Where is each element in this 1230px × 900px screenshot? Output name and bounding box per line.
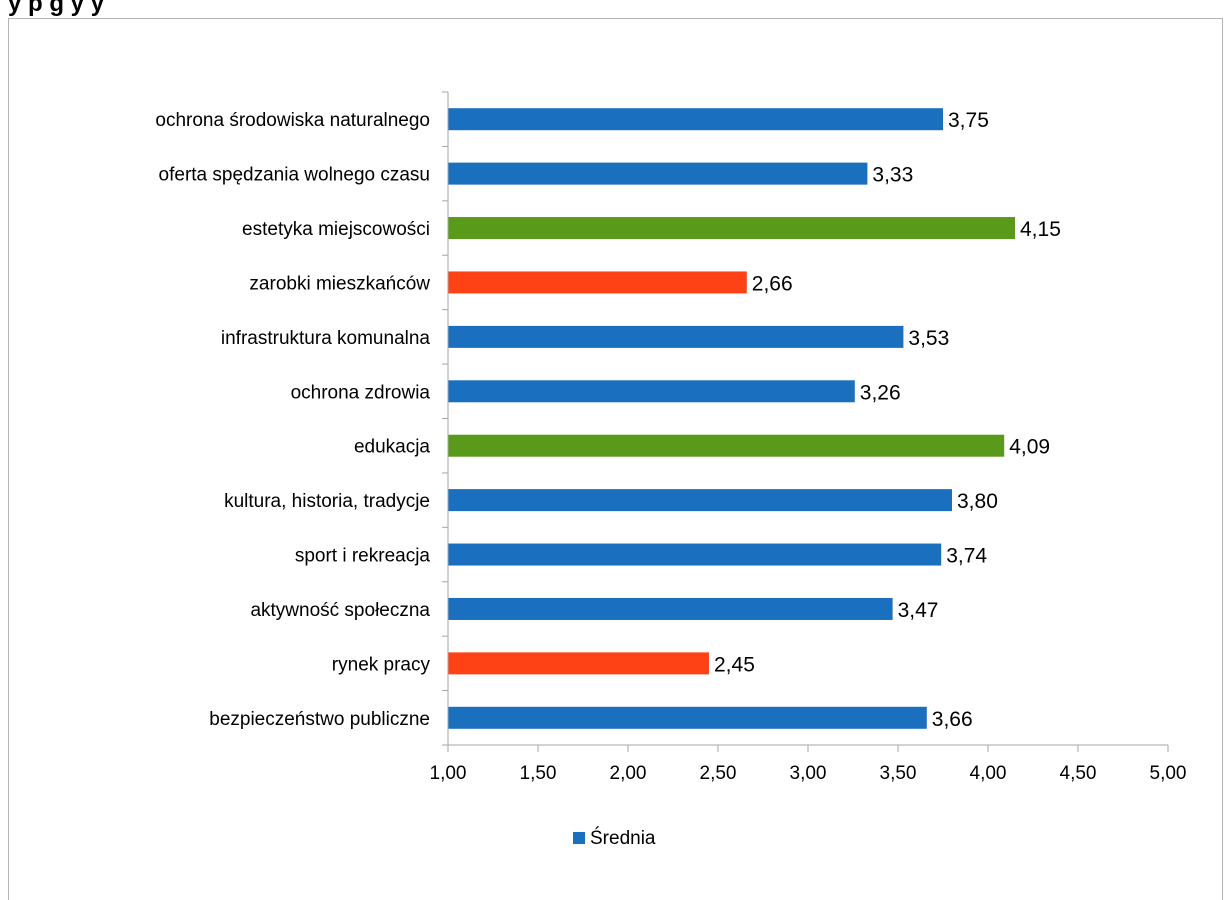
category-label: ochrona środowiska naturalnego	[155, 110, 430, 131]
bar	[448, 271, 747, 294]
x-tick-label: 5,00	[1150, 763, 1187, 784]
data-label: 3,33	[872, 164, 913, 187]
bar	[448, 597, 893, 620]
category-label: zarobki mieszkańców	[249, 273, 430, 294]
category-label: infrastruktura komunalna	[221, 328, 431, 349]
x-tick-label: 3,50	[880, 763, 917, 784]
data-label: 3,66	[932, 708, 973, 731]
labels-layer: ochrona środowiska naturalnego 3,75 oferta…	[155, 109, 1186, 784]
category-label: bezpieczeństwo publiczne	[209, 709, 430, 730]
data-label: 3,53	[908, 327, 949, 350]
data-label: 3,75	[948, 109, 989, 132]
axis-layer	[442, 91, 1169, 752]
bar	[448, 489, 952, 512]
x-tick-label: 3,00	[790, 763, 827, 784]
data-label: 2,66	[752, 272, 793, 295]
legend: Średnia	[573, 827, 656, 849]
category-label: oferta spędzania wolnego czasu	[159, 165, 430, 186]
bar	[448, 434, 1005, 457]
bar	[448, 543, 942, 566]
bar	[448, 108, 943, 131]
x-tick-label: 2,50	[700, 763, 737, 784]
x-tick-label: 2,00	[610, 763, 647, 784]
category-label: estetyka miejscowości	[242, 219, 430, 240]
bar	[448, 380, 855, 403]
legend-swatch	[573, 832, 585, 844]
chart-title-partial: y p g y y	[8, 0, 105, 17]
data-label: 3,74	[946, 545, 987, 568]
data-label: 2,45	[714, 653, 755, 676]
x-tick-label: 1,00	[430, 763, 467, 784]
category-label: sport i rekreacja	[295, 546, 431, 567]
category-label: edukacja	[354, 437, 430, 458]
data-label: 3,26	[860, 381, 901, 404]
x-tick-label: 4,50	[1060, 763, 1097, 784]
legend-label: Średnia	[590, 827, 656, 849]
category-label: ochrona zdrowia	[291, 382, 431, 403]
category-label: rynek pracy	[332, 654, 431, 675]
data-label: 3,47	[898, 599, 939, 622]
bar	[448, 217, 1015, 240]
x-tick-label: 1,50	[520, 763, 557, 784]
data-label: 4,09	[1009, 436, 1050, 459]
category-label: aktywność społeczna	[250, 600, 430, 621]
category-label: kultura, historia, tradycje	[224, 491, 430, 512]
x-tick-label: 4,00	[970, 763, 1007, 784]
chart-frame	[8, 18, 1223, 900]
bar	[448, 162, 868, 185]
bars-layer	[448, 108, 1015, 729]
data-label: 4,15	[1020, 218, 1061, 241]
bar	[448, 706, 927, 729]
data-label: 3,80	[957, 490, 998, 513]
bar	[448, 652, 709, 675]
bar	[448, 325, 904, 348]
